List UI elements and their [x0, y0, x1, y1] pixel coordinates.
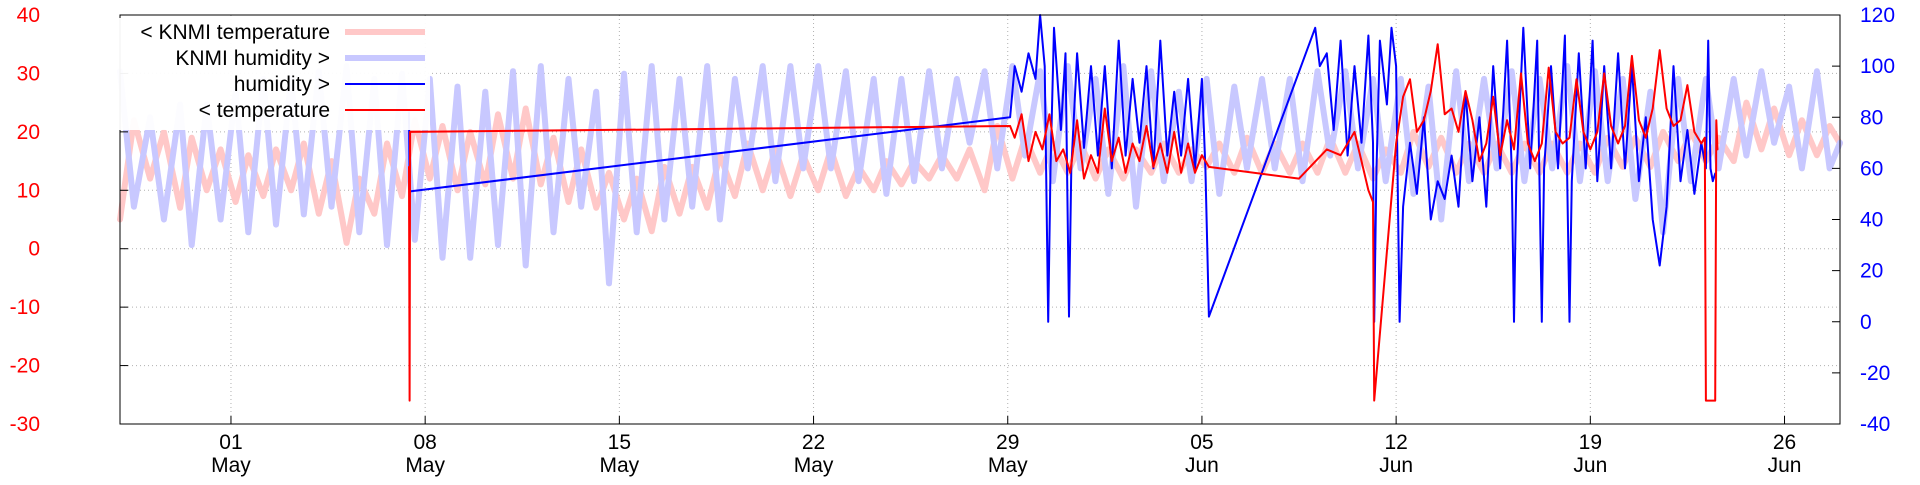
legend-label-humidity: humidity > [234, 73, 330, 96]
x-axis-tick-day-label: 26 [1773, 431, 1796, 454]
left-axis-tick-label: -30 [10, 413, 40, 436]
x-axis-tick-month-label: Jun [1379, 454, 1413, 477]
right-axis-tick-label: 0 [1860, 311, 1872, 334]
right-axis-tick-label: 40 [1860, 209, 1883, 232]
right-axis-tick-label: 60 [1860, 157, 1883, 180]
left-axis-tick-label: 0 [28, 238, 40, 261]
series-lines [117, 14, 1843, 402]
right-axis-tick-label: 20 [1860, 260, 1883, 283]
left-axis-tick-label: -20 [10, 355, 40, 378]
x-axis-tick-month-label: May [988, 454, 1028, 477]
right-axis-tick-label: -40 [1860, 413, 1890, 436]
axes: 403020100-10-20-30120100806040200-20-400… [10, 4, 1895, 477]
x-axis-tick-day-label: 05 [1190, 431, 1213, 454]
right-axis-tick-label: 80 [1860, 106, 1883, 129]
left-axis-tick-label: 40 [17, 4, 40, 27]
right-axis-tick-label: 100 [1860, 55, 1895, 78]
left-axis-tick-label: 30 [17, 62, 40, 85]
x-axis-tick-month-label: May [211, 454, 251, 477]
x-axis-tick-month-label: Jun [1573, 454, 1607, 477]
x-axis-tick-day-label: 22 [802, 431, 825, 454]
x-axis-tick-month-label: Jun [1185, 454, 1219, 477]
x-axis-tick-day-label: 19 [1579, 431, 1602, 454]
x-axis-tick-day-label: 08 [413, 431, 436, 454]
legend: < KNMI temperature KNMI humidity > humidit… [100, 18, 430, 130]
legend-label-temperature: < temperature [199, 99, 330, 122]
series-line-temperature [408, 43, 1719, 402]
x-axis-tick-month-label: May [794, 454, 834, 477]
right-axis-tick-label: -20 [1860, 362, 1890, 385]
x-axis-tick-day-label: 15 [608, 431, 631, 454]
legend-background [100, 18, 430, 130]
legend-label-knmi-humidity: KNMI humidity > [175, 47, 330, 70]
x-axis-tick-month-label: May [600, 454, 640, 477]
x-axis-tick-day-label: 29 [996, 431, 1019, 454]
x-axis-tick-month-label: Jun [1768, 454, 1802, 477]
series-line-humidity [408, 14, 1717, 323]
left-axis-tick-label: -10 [10, 296, 40, 319]
right-axis-tick-label: 120 [1860, 4, 1895, 27]
x-axis-tick-day-label: 12 [1384, 431, 1407, 454]
legend-label-knmi-temperature: < KNMI temperature [140, 21, 330, 44]
x-axis-tick-day-label: 01 [219, 431, 242, 454]
x-axis-tick-month-label: May [405, 454, 445, 477]
left-axis-tick-label: 10 [17, 179, 40, 202]
left-axis-tick-label: 20 [17, 121, 40, 144]
